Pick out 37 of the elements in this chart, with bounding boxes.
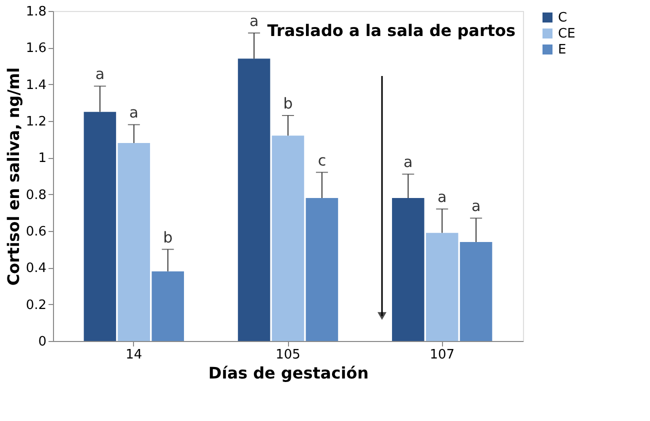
y-axis-title: Cortisol en saliva, ng/ml (4, 67, 23, 286)
bar (306, 198, 338, 341)
y-tick-label: 1.2 (26, 114, 46, 130)
bar (392, 198, 424, 341)
bar (238, 58, 270, 341)
data-label: a (129, 104, 139, 122)
y-tick-label: 0.6 (26, 224, 46, 240)
bar (84, 112, 116, 341)
data-label: a (249, 12, 259, 30)
x-tick-label: 107 (430, 348, 455, 362)
y-tick-label: 0.4 (26, 261, 46, 276)
bar (460, 242, 492, 341)
x-tick-label: 105 (276, 348, 300, 362)
data-label: a (437, 188, 447, 206)
y-tick-label: 1.6 (26, 41, 46, 56)
legend-label: CE (558, 26, 576, 42)
data-label: b (163, 228, 173, 246)
y-tick-label: 1.8 (26, 4, 46, 20)
legend-label: E (558, 42, 566, 58)
data-label: b (283, 94, 293, 112)
legend-label: C (558, 10, 568, 26)
data-label: a (95, 65, 105, 84)
y-tick-label: 1 (38, 151, 46, 166)
y-tick-label: 0.2 (26, 298, 46, 313)
bar (272, 136, 304, 341)
bar (118, 143, 150, 341)
annotation: Traslado a la sala de partos (267, 21, 516, 40)
data-label: a (471, 197, 481, 216)
data-label: c (318, 151, 326, 170)
y-tick-label: 0.8 (26, 188, 46, 203)
data-label: a (404, 153, 413, 172)
x-axis-title: Días de gestación (208, 364, 369, 382)
y-tick-label: 0 (38, 334, 46, 350)
y-tick-label: 1.4 (26, 78, 46, 93)
x-tick-label: 14 (126, 348, 142, 362)
bar (426, 232, 458, 341)
bar (152, 271, 184, 341)
